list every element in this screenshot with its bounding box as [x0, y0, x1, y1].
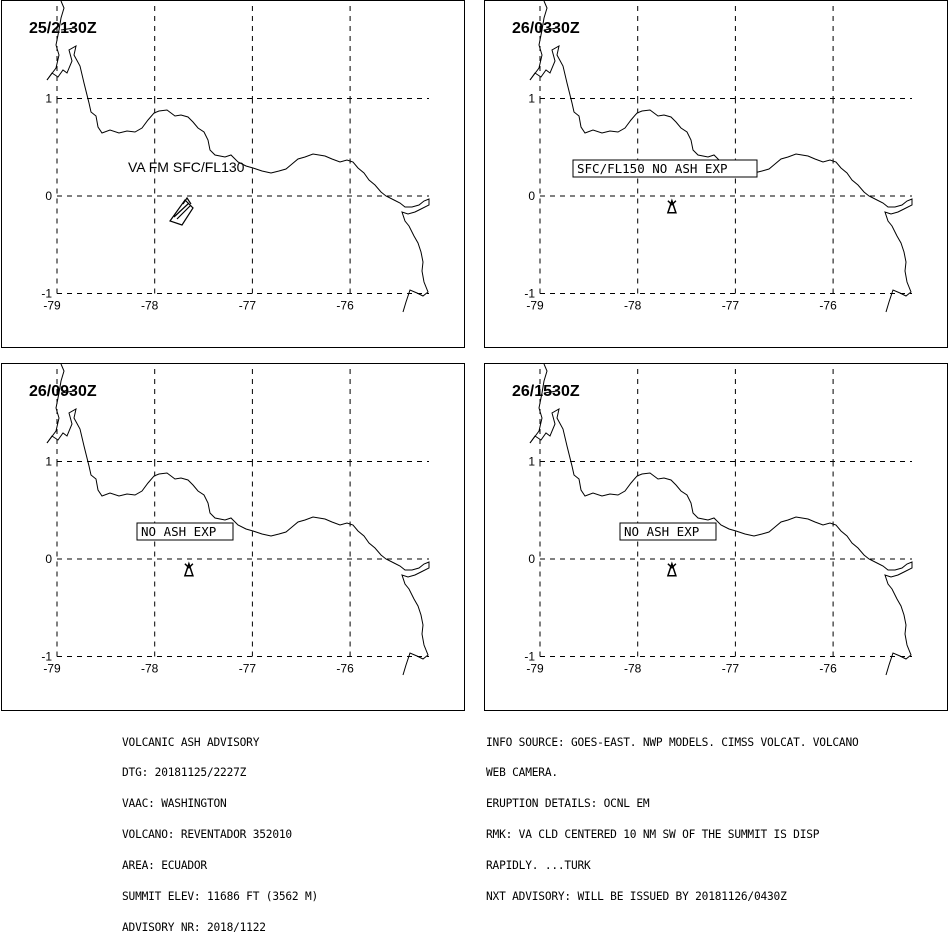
label-box — [619, 522, 717, 541]
advisory-line: WEB CAMERA. — [486, 766, 558, 780]
lon-tick-label: -76 — [819, 299, 837, 313]
advisory-line: RAPIDLY. ...TURK — [486, 859, 591, 873]
volcano-icon — [183, 561, 194, 577]
advisory-line: ADVISORY NR: 2018/1122 — [122, 920, 266, 934]
lon-tick-label: -76 — [819, 662, 837, 676]
ash-label: SFC/FL150 NO ASH EXP — [577, 161, 728, 176]
ash-label: NO ASH EXP — [141, 524, 216, 539]
lon-tick-label: -78 — [624, 299, 642, 313]
map-panel-2: 1 0 -1 -79 -78 -77 -76 SFC/FL150 NO ASH EXP 26/… — [484, 0, 948, 348]
lat-tick-label: -1 — [41, 650, 52, 664]
map-panel-1: 1 0 -1 -79 -78 -77 -76 VA FM SFC/FL130 25/2130Z — [1, 0, 465, 348]
advisory-line: AREA: ECUADOR — [122, 859, 207, 873]
ash-cloud-polygon — [169, 199, 194, 226]
map-canvas: 1 0 -1-79 -78 -77 -76 NO ASH EXP — [1, 363, 465, 711]
lat-tick-label: 1 — [528, 92, 535, 106]
panel-time: 25/2130Z — [29, 20, 97, 37]
lat-tick-label: 1 — [528, 455, 535, 469]
border-line — [46, 0, 65, 81]
volcano-icon — [666, 198, 677, 214]
advisory-left: VOLCANIC ASH ADVISORY DTG: 20181125/2227… — [122, 717, 318, 944]
advisory-line: VOLCANO: REVENTADOR 352010 — [122, 828, 292, 842]
advisory-line: NXT ADVISORY: WILL BE ISSUED BY 20181126… — [486, 890, 787, 904]
ash-label: VA FM SFC/FL130 — [128, 159, 245, 175]
panel-time: 26/1530Z — [512, 383, 580, 400]
lon-tick-label: -79 — [43, 299, 61, 313]
advisory-line: ERUPTION DETAILS: OCNL EM — [486, 797, 650, 811]
map-panel-4: 1 0 -1 -79 -78 -77 -76 NO ASH EXP 26/1530Z — [484, 363, 948, 711]
panel-frame — [1, 0, 465, 348]
lat-tick-label: -1 — [524, 650, 535, 664]
lon-tick-label: -77 — [239, 662, 257, 676]
advisory-line: VOLCANIC ASH ADVISORY — [122, 735, 260, 749]
lat-tick-label: 0 — [45, 189, 52, 203]
label-box — [136, 522, 234, 541]
lon-tick-label: -77 — [239, 299, 257, 313]
map-panel-3: 1 0 -1 -79 -78 -77 -76 NO ASH EXP 26/0930Z — [1, 363, 465, 711]
volcano-icon — [182, 196, 192, 205]
advisory-line: DTG: 20181125/2227Z — [122, 766, 247, 780]
lon-tick-label: -76 — [336, 299, 354, 313]
advisory-right: INFO SOURCE: GOES-EAST. NWP MODELS. CIMS… — [486, 717, 859, 913]
lat-tick-label: 0 — [528, 189, 535, 203]
border-line — [529, 363, 548, 444]
lat-tick-label: -1 — [41, 287, 52, 301]
lat-tick-label: 0 — [528, 552, 535, 566]
border-line — [60, 27, 75, 31]
volcano-icon — [666, 561, 677, 577]
lon-tick-label: -79 — [43, 662, 61, 676]
advisory-line: INFO SOURCE: GOES-EAST. NWP MODELS. CIMS… — [486, 735, 859, 749]
border-line — [529, 0, 548, 81]
lon-tick-label: -78 — [624, 662, 642, 676]
panel-time: 26/0930Z — [29, 383, 97, 400]
panel-time: 26/0330Z — [512, 20, 580, 37]
lon-tick-label: -79 — [526, 299, 544, 313]
advisory-line: RMK: VA CLD CENTERED 10 NM SW OF THE SUM… — [486, 828, 820, 842]
border-line — [543, 390, 558, 394]
map-canvas: 1 0 -1-79 -78 -77 -76 NO ASH EXP — [484, 363, 948, 711]
border-line — [543, 27, 558, 31]
border-line — [46, 363, 65, 444]
map-canvas: 1 0 -1-79 -78 -77 -76 VA FM SFC/FL130 — [1, 0, 465, 348]
lon-tick-label: -79 — [526, 662, 544, 676]
lat-tick-label: 0 — [45, 552, 52, 566]
lat-tick-label: -1 — [524, 287, 535, 301]
lon-tick-label: -77 — [722, 662, 740, 676]
coastline — [46, 408, 430, 676]
lon-tick-label: -76 — [336, 662, 354, 676]
coastline — [46, 45, 430, 313]
ash-label: NO ASH EXP — [624, 524, 699, 539]
border-line — [60, 390, 75, 394]
lon-tick-label: -78 — [141, 662, 159, 676]
lat-tick-label: 1 — [45, 92, 52, 106]
advisory-line: VAAC: WASHINGTON — [122, 797, 227, 811]
map-canvas: 1 0 -1-79 -78 -77 -76 SFC/FL150 NO ASH EXP — [484, 0, 948, 348]
lat-tick-label: 1 — [45, 455, 52, 469]
lon-tick-label: -78 — [141, 299, 159, 313]
lon-tick-label: -77 — [722, 299, 740, 313]
coastline — [529, 408, 913, 676]
coastline — [529, 45, 913, 313]
advisory-line: SUMMIT ELEV: 11686 FT (3562 M) — [122, 890, 319, 904]
label-box — [572, 159, 758, 178]
